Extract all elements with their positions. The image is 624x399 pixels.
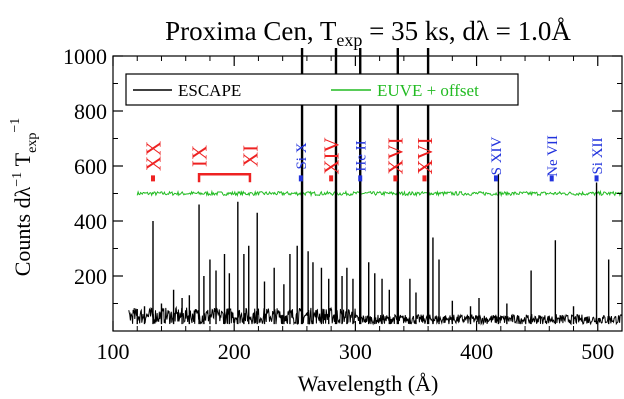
annotation-8: S XIV bbox=[489, 136, 505, 175]
chart-title: Proxima Cen, Texp = 35 ks, dλ = 1.0Å bbox=[165, 16, 571, 50]
y-tick-label-0: 200 bbox=[74, 264, 107, 289]
annotation-tick-10 bbox=[594, 175, 599, 182]
annotation-2: XI bbox=[238, 145, 262, 167]
annotation-tick-5 bbox=[358, 175, 363, 182]
x-tick-label-4: 500 bbox=[581, 339, 614, 364]
annotation-9: Ne VII bbox=[545, 135, 561, 177]
annotation-10: Si XII bbox=[590, 137, 606, 174]
annotation-tick-9 bbox=[549, 175, 554, 182]
y-axis-label: Counts dλ−1 Texp−1 bbox=[8, 118, 40, 277]
annotation-5: He II bbox=[353, 140, 369, 171]
annotation-tick-0 bbox=[150, 175, 155, 182]
x-tick-label-0: 100 bbox=[97, 339, 130, 364]
x-tick-label-1: 200 bbox=[218, 339, 251, 364]
annotation-tick-6 bbox=[393, 175, 398, 182]
annotation-3: Si X bbox=[294, 142, 310, 169]
legend-box bbox=[125, 73, 519, 106]
annotation-tick-4 bbox=[329, 175, 334, 182]
annotation-7: XVI bbox=[413, 137, 437, 174]
annotation-bracket bbox=[197, 173, 252, 183]
y-tick-label-2: 600 bbox=[74, 154, 107, 179]
x-axis-label: Wavelength (Å) bbox=[298, 371, 439, 396]
x-tick-label-2: 300 bbox=[339, 339, 372, 364]
annotation-0: XX bbox=[141, 141, 165, 171]
x-tick-label-3: 400 bbox=[460, 339, 493, 364]
annotation-1: IX bbox=[187, 145, 211, 167]
annotation-4: XIV bbox=[319, 137, 343, 174]
legend: ESCAPE EUVE + offset bbox=[125, 73, 519, 106]
series-euve-offset bbox=[136, 189, 623, 198]
y-tick-label-3: 800 bbox=[74, 99, 107, 124]
axis-layer: 100 200 300 400 500 200 400 600 800 1000 bbox=[63, 44, 623, 364]
annotation-6: XVI bbox=[384, 137, 408, 174]
annotation-tick-8 bbox=[493, 175, 498, 182]
legend-label-escape: ESCAPE bbox=[178, 81, 241, 100]
y-tick-label-4: 1000 bbox=[63, 44, 107, 69]
annotation-tick-3 bbox=[298, 175, 303, 182]
annotation-tick-7 bbox=[422, 175, 427, 182]
y-tick-label-1: 400 bbox=[74, 209, 107, 234]
annotation-layer: XX IX XI Si X XIV He II XVI XVI S XIV Ne VII Si XI… bbox=[141, 135, 606, 183]
legend-label-euve: EUVE + offset bbox=[377, 81, 479, 100]
